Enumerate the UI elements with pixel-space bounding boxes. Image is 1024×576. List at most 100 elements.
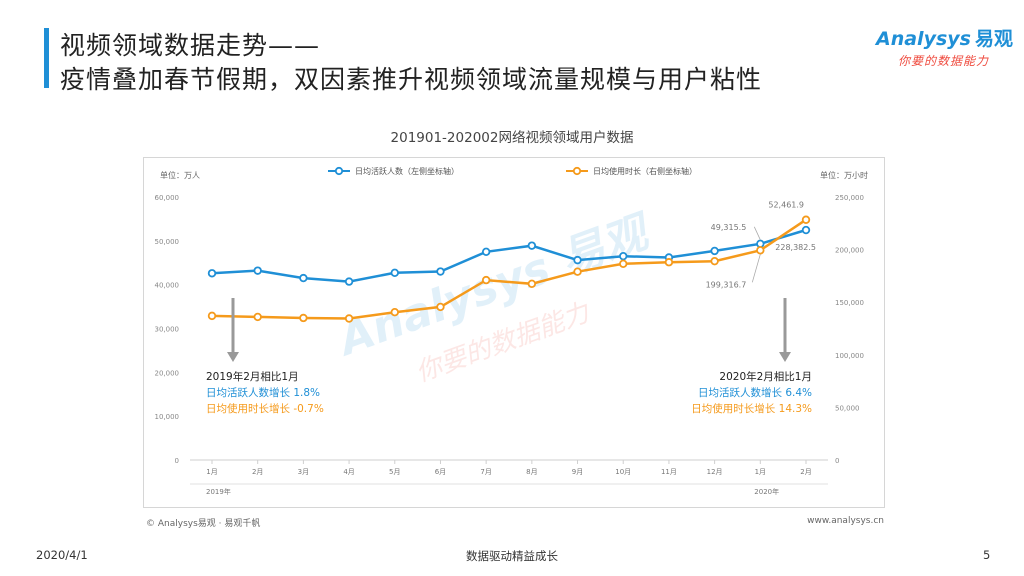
analysys-logo: Analysys 易观 你要的数据能力 bbox=[876, 24, 1013, 68]
left-tick-label: 40,000 bbox=[155, 282, 180, 290]
legend: 日均活跃人数（左侧坐标轴） 日均使用时长（右侧坐标轴） bbox=[328, 166, 697, 176]
point-usage-time bbox=[756, 246, 765, 255]
point-usage-time bbox=[390, 307, 399, 317]
leader-line bbox=[751, 254, 761, 283]
x-tick-label: 5月 bbox=[389, 468, 400, 476]
annotation-left-line2: 日均使用时长增长 -0.7% bbox=[206, 402, 324, 415]
point-usage-time bbox=[619, 259, 628, 269]
series-line-active-users bbox=[211, 228, 807, 283]
right-axis-ticks: 0 50,000 100,000 150,000 200,000 250,000 bbox=[835, 194, 864, 465]
right-tick-label: 200,000 bbox=[835, 247, 864, 255]
point-active-users bbox=[710, 246, 719, 256]
point-usage-time bbox=[344, 314, 354, 323]
logo-slogan: 你要的数据能力 bbox=[898, 54, 990, 68]
left-tick-label: 60,000 bbox=[155, 194, 180, 202]
leader-line bbox=[753, 226, 761, 241]
right-tick-label: 100,000 bbox=[835, 352, 864, 360]
point-usage-time bbox=[253, 312, 262, 322]
title-accent-bar bbox=[44, 28, 49, 88]
point-active-users bbox=[390, 268, 399, 278]
logo-brand: Analysys bbox=[876, 28, 971, 50]
annotation-right-line1: 日均活跃人数增长 6.4% bbox=[698, 386, 812, 399]
point-usage-time bbox=[436, 302, 445, 312]
footnote-url[interactable]: www.analysys.cn bbox=[807, 516, 884, 526]
data-label: 52,461.9 bbox=[768, 201, 804, 210]
right-tick-label: 50,000 bbox=[835, 404, 860, 412]
x-tick-label: 10月 bbox=[615, 468, 631, 476]
x-tick-label: 11月 bbox=[661, 468, 677, 476]
left-tick-label: 30,000 bbox=[155, 326, 180, 334]
x-axis-ticks: 1月 2月 3月 4月 5月 6月 7月 8月 9月 10月 11月 12月 1月 2月 2019年 2020… bbox=[190, 459, 828, 496]
point-active-users bbox=[573, 255, 582, 265]
left-tick-label: 0 bbox=[175, 457, 179, 465]
left-tick-label: 50,000 bbox=[155, 238, 180, 246]
footnote-source: © Analysys易观 · 易观千帆 bbox=[146, 519, 261, 529]
year-label-2019: 2019年 bbox=[206, 487, 231, 496]
left-tick-label: 20,000 bbox=[155, 369, 180, 377]
right-tick-label: 0 bbox=[835, 457, 839, 465]
page-title-line2: 疫情叠加春节假期，双因素推升视频领域流量规模与用户粘性 bbox=[60, 65, 763, 94]
annotation-right-heading: 2020年2月相比1月 bbox=[719, 370, 812, 383]
legend-marker-usage-time bbox=[572, 166, 582, 176]
point-usage-time bbox=[527, 279, 537, 288]
annotation-left-line1: 日均活跃人数增长 1.8% bbox=[206, 386, 320, 399]
point-usage-time bbox=[207, 311, 217, 321]
page-title-line1: 视频领域数据走势—— bbox=[60, 31, 321, 60]
x-tick-label: 4月 bbox=[343, 468, 354, 476]
data-label: 49,315.5 bbox=[711, 223, 747, 232]
right-axis-unit: 单位：万小时 bbox=[820, 170, 868, 180]
annotation-left-heading: 2019年2月相比1月 bbox=[206, 370, 299, 383]
point-active-users bbox=[253, 266, 262, 275]
left-tick-label: 10,000 bbox=[155, 413, 180, 421]
data-label: 228,382.5 bbox=[775, 243, 816, 252]
point-active-users bbox=[344, 277, 354, 286]
x-tick-label: 8月 bbox=[526, 468, 537, 476]
footer-date: 2020/4/1 bbox=[36, 548, 88, 562]
left-axis-unit: 单位：万人 bbox=[160, 170, 200, 180]
legend-label-usage-time: 日均使用时长（右侧坐标轴） bbox=[593, 166, 697, 176]
point-usage-time bbox=[710, 256, 719, 266]
x-tick-label: 9月 bbox=[572, 468, 583, 476]
x-tick-label: 7月 bbox=[480, 468, 491, 476]
point-usage-time bbox=[664, 258, 674, 267]
legend-label-active-users: 日均活跃人数（左侧坐标轴） bbox=[355, 166, 459, 176]
point-active-users bbox=[481, 247, 491, 256]
point-active-users bbox=[207, 269, 217, 278]
point-usage-time bbox=[801, 215, 811, 224]
data-label: 199,316.7 bbox=[706, 280, 747, 289]
point-active-users bbox=[436, 267, 445, 276]
chart-title: 201901-202002网络视频领域用户数据 bbox=[390, 130, 634, 146]
footer-tagline: 数据驱动精益成长 bbox=[466, 549, 558, 563]
annotation-right: 2020年2月相比1月 日均活跃人数增长 6.4% 日均使用时长增长 14.3% bbox=[691, 370, 812, 415]
chart-frame bbox=[143, 157, 885, 508]
x-tick-label: 1月 bbox=[755, 468, 766, 476]
page-number: 5 bbox=[983, 548, 991, 562]
x-tick-label: 6月 bbox=[435, 468, 446, 476]
point-usage-time bbox=[573, 267, 582, 276]
year-label-2020: 2020年 bbox=[754, 487, 779, 496]
watermark: Analysys 易观 你要的数据能力 bbox=[330, 205, 660, 388]
x-tick-label: 12月 bbox=[707, 468, 723, 476]
point-active-users bbox=[619, 251, 628, 261]
x-tick-label: 2月 bbox=[252, 468, 263, 476]
x-tick-label: 1月 bbox=[206, 468, 217, 476]
legend-marker-active-users bbox=[334, 166, 344, 176]
annotation-right-line2: 日均使用时长增长 14.3% bbox=[691, 402, 812, 415]
right-tick-label: 150,000 bbox=[835, 299, 864, 307]
annotation-arrow-right bbox=[779, 298, 791, 362]
point-active-users bbox=[527, 241, 537, 250]
annotation-arrow-left bbox=[227, 298, 239, 362]
x-tick-label: 3月 bbox=[298, 468, 309, 476]
point-active-users bbox=[801, 225, 811, 235]
point-usage-time bbox=[299, 313, 308, 323]
annotation-left: 2019年2月相比1月 日均活跃人数增长 1.8% 日均使用时长增长 -0.7% bbox=[206, 370, 324, 415]
logo-brand-cn: 易观 bbox=[974, 28, 1013, 50]
series-group bbox=[207, 215, 811, 323]
data-labels: 49,315.5 52,461.9 199,316.7 228,382.5 bbox=[706, 201, 816, 290]
point-usage-time bbox=[481, 275, 491, 285]
left-axis-ticks: 0 10,000 20,000 30,000 40,000 50,000 60,000 bbox=[155, 194, 180, 465]
point-active-users bbox=[299, 273, 308, 283]
series-line-usage-time bbox=[211, 218, 807, 320]
x-tick-label: 2月 bbox=[800, 468, 811, 476]
